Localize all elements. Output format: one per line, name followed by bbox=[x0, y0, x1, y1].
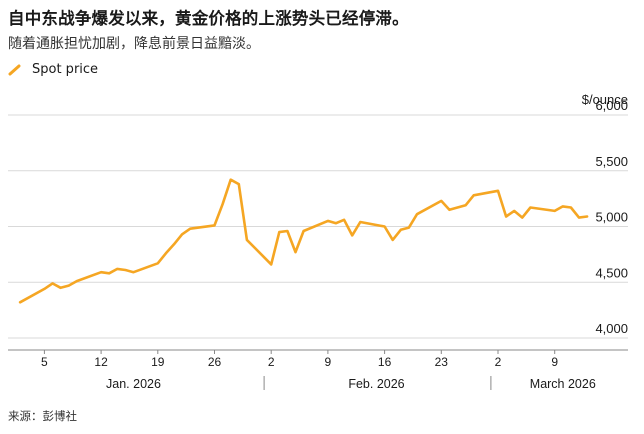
y-tick-label: 5,000 bbox=[595, 210, 628, 225]
legend-label: Spot price bbox=[32, 62, 99, 77]
y-tick-label: 4,500 bbox=[595, 265, 628, 280]
y-tick-label: 6,000 bbox=[595, 98, 628, 113]
x-tick-label: 16 bbox=[378, 355, 392, 369]
x-tick-label: 23 bbox=[435, 355, 449, 369]
month-label: Jan. 2026 bbox=[106, 377, 161, 391]
x-tick-label: 5 bbox=[41, 355, 48, 369]
chart-title: 自中东战争爆发以来，黄金价格的上涨势头已经停滞。 bbox=[8, 9, 409, 28]
source-note: 来源：彭博社 bbox=[8, 409, 77, 423]
y-tick-label: 4,000 bbox=[595, 321, 628, 336]
series-line-spot-price bbox=[18, 178, 589, 304]
chart-subtitle: 随着通胀担忧加剧，降息前景日益黯淡。 bbox=[8, 36, 260, 52]
x-tick-label: 2 bbox=[495, 355, 502, 369]
x-tick-label: 9 bbox=[325, 355, 332, 369]
month-label: March 2026 bbox=[530, 377, 596, 391]
x-tick-label: 12 bbox=[94, 355, 108, 369]
x-tick-label: 19 bbox=[151, 355, 165, 369]
x-tick-label: 26 bbox=[208, 355, 222, 369]
month-label: Feb. 2026 bbox=[348, 377, 404, 391]
x-tick-label: 9 bbox=[551, 355, 558, 369]
legend-swatch-icon bbox=[8, 63, 22, 77]
legend: Spot price bbox=[8, 62, 98, 77]
x-tick-label: 2 bbox=[268, 355, 275, 369]
y-unit-label: $/ounce bbox=[582, 92, 628, 107]
y-tick-label: 5,500 bbox=[595, 154, 628, 169]
